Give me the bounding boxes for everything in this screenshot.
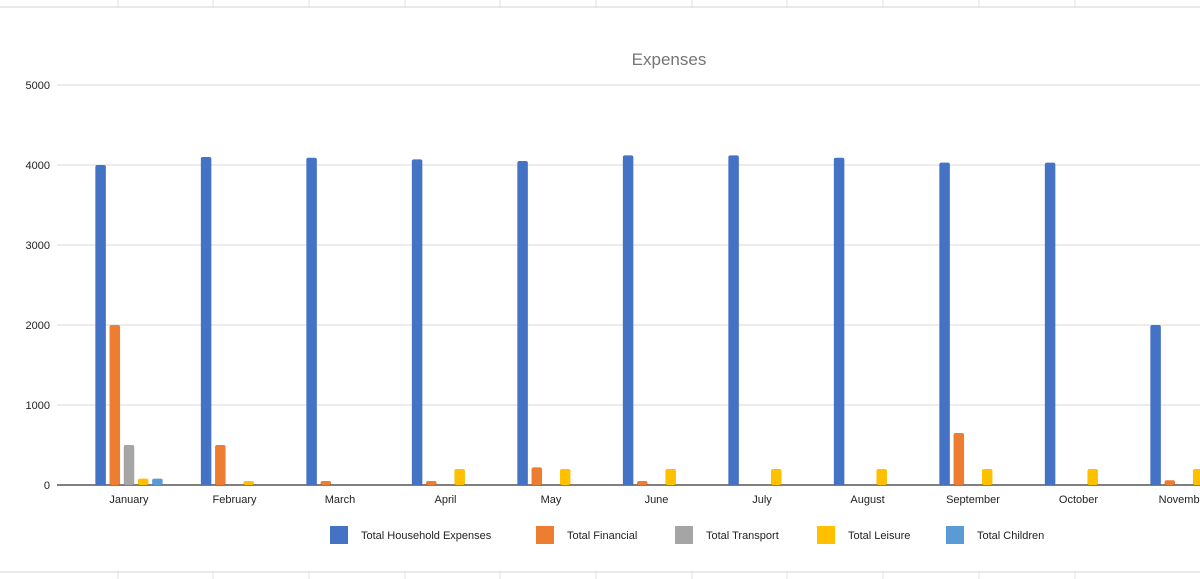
legend-label: Total Financial bbox=[567, 530, 637, 542]
x-tick-label: May bbox=[541, 494, 562, 506]
bar-household-september[interactable] bbox=[939, 162, 950, 485]
expenses-chart: Expenses 0 1000 2000 3000 4000 5000 January Fe… bbox=[26, 50, 1200, 544]
y-tick-label: 5000 bbox=[26, 80, 50, 92]
bar-leisure-may[interactable] bbox=[559, 469, 571, 485]
legend-item-leisure[interactable]: Total Leisure bbox=[817, 526, 910, 544]
bar-household-january[interactable] bbox=[95, 165, 106, 485]
bar-household-july[interactable] bbox=[728, 155, 739, 485]
legend: Total Household Expenses Total Financial T… bbox=[330, 526, 1044, 544]
bar-leisure-april[interactable] bbox=[454, 469, 465, 485]
x-axis-ticks: January February March April May June July Augu… bbox=[109, 494, 1200, 506]
y-tick-label: 0 bbox=[44, 480, 50, 492]
x-tick-label: November bbox=[1159, 494, 1200, 506]
chart-title: Expenses bbox=[632, 50, 707, 69]
legend-swatch bbox=[536, 526, 554, 544]
legend-swatch bbox=[817, 526, 835, 544]
bar-household-october[interactable] bbox=[1044, 162, 1056, 485]
bar-leisure-september[interactable] bbox=[981, 469, 993, 485]
bar-financial-january[interactable] bbox=[109, 325, 121, 485]
legend-item-children[interactable]: Total Children bbox=[946, 526, 1044, 544]
bar-children-january[interactable] bbox=[152, 478, 163, 485]
legend-item-transport[interactable]: Total Transport bbox=[675, 526, 779, 544]
bar-leisure-october[interactable] bbox=[1087, 469, 1098, 485]
x-tick-label: April bbox=[434, 494, 456, 506]
bar-household-april[interactable] bbox=[411, 159, 423, 485]
y-tick-label: 2000 bbox=[26, 320, 50, 332]
y-tick-label: 3000 bbox=[26, 240, 50, 252]
bar-leisure-february[interactable] bbox=[243, 481, 254, 485]
x-tick-label: August bbox=[850, 494, 884, 506]
bar-financial-september[interactable] bbox=[953, 433, 965, 485]
bar-leisure-june[interactable] bbox=[665, 469, 676, 485]
bar-financial-november[interactable] bbox=[1164, 480, 1176, 485]
x-tick-label: October bbox=[1059, 494, 1098, 506]
x-tick-label: February bbox=[212, 494, 257, 506]
bar-financial-february[interactable] bbox=[215, 445, 226, 485]
bars bbox=[95, 155, 1200, 486]
y-tick-label: 4000 bbox=[26, 160, 50, 172]
bar-leisure-january[interactable] bbox=[137, 478, 149, 485]
bar-household-june[interactable] bbox=[622, 155, 634, 485]
x-tick-label: January bbox=[109, 494, 149, 506]
chart-container[interactable]: Expenses 0 1000 2000 3000 4000 5000 January Fe… bbox=[0, 8, 1200, 571]
x-tick-label: July bbox=[752, 494, 772, 506]
x-tick-label: June bbox=[645, 494, 669, 506]
bar-financial-march[interactable] bbox=[320, 481, 332, 485]
bar-household-february[interactable] bbox=[200, 157, 212, 485]
bar-leisure-july[interactable] bbox=[770, 469, 782, 485]
y-axis-ticks: 0 1000 2000 3000 4000 5000 bbox=[26, 80, 50, 492]
bar-leisure-august[interactable] bbox=[876, 469, 887, 485]
legend-item-household[interactable]: Total Household Expenses bbox=[330, 526, 492, 544]
legend-label: Total Leisure bbox=[848, 530, 910, 542]
x-tick-label: March bbox=[325, 494, 356, 506]
bar-financial-may[interactable] bbox=[531, 467, 543, 485]
bar-transport-january[interactable] bbox=[123, 445, 135, 485]
legend-label: Total Household Expenses bbox=[361, 530, 492, 542]
legend-swatch bbox=[946, 526, 964, 544]
legend-label: Total Children bbox=[977, 530, 1044, 542]
legend-label: Total Transport bbox=[706, 530, 779, 542]
bar-leisure-november[interactable] bbox=[1192, 469, 1200, 485]
legend-item-financial[interactable]: Total Financial bbox=[536, 526, 637, 544]
legend-swatch bbox=[330, 526, 348, 544]
y-tick-label: 1000 bbox=[26, 400, 50, 412]
bar-household-may[interactable] bbox=[517, 161, 528, 485]
legend-swatch bbox=[675, 526, 693, 544]
bar-household-march[interactable] bbox=[306, 157, 317, 486]
bar-financial-april[interactable] bbox=[426, 481, 437, 485]
bar-household-august[interactable] bbox=[833, 157, 845, 486]
bar-financial-june[interactable] bbox=[637, 481, 648, 485]
bar-household-november[interactable] bbox=[1150, 325, 1161, 485]
x-tick-label: September bbox=[946, 494, 1000, 506]
